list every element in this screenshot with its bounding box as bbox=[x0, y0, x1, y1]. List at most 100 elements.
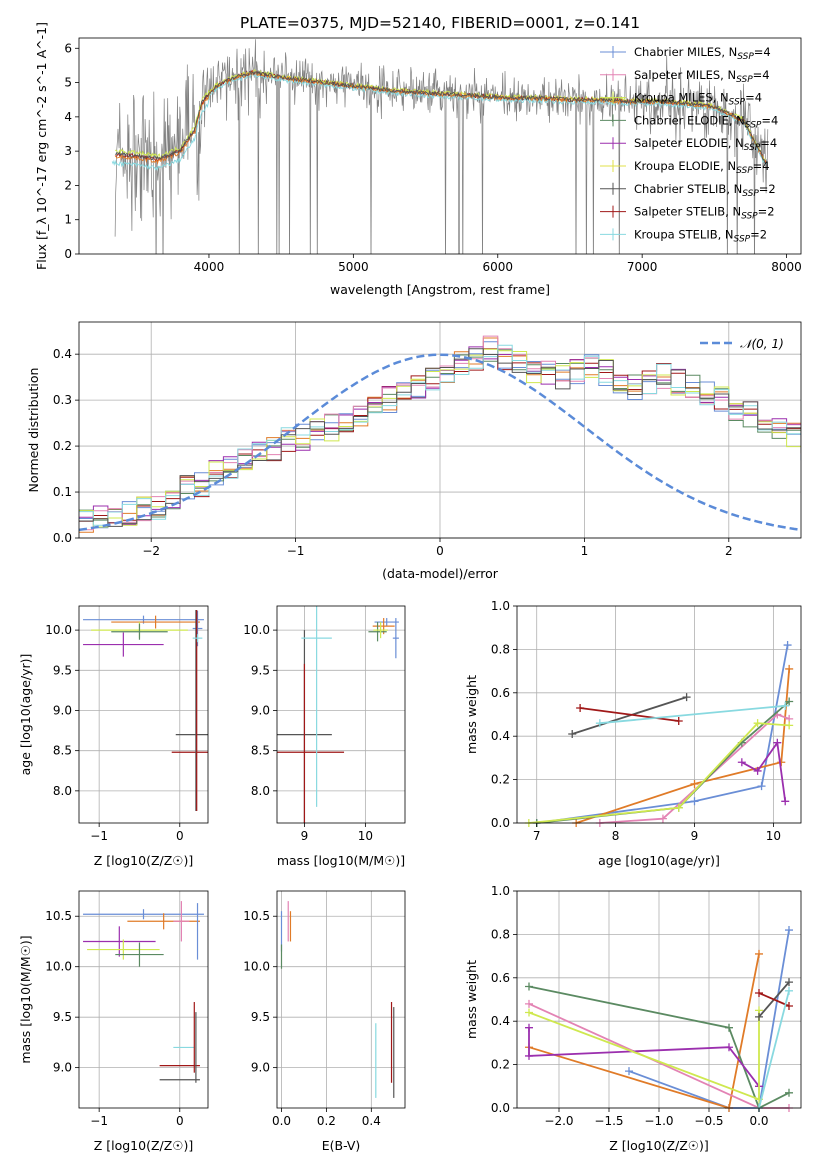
mass-weight-series-line bbox=[599, 704, 786, 725]
axes-frame bbox=[78, 321, 802, 539]
x-axis-label: E(B-V) bbox=[322, 1138, 361, 1153]
x-tick-label: −0.5 bbox=[694, 1114, 723, 1128]
x-tick-label: 10 bbox=[358, 829, 373, 843]
y-tick-label: 0.2 bbox=[53, 439, 72, 453]
residual-histogram-step bbox=[79, 344, 801, 526]
mass-weight-point bbox=[777, 758, 786, 767]
x-axis-label: (data-model)/error bbox=[382, 566, 499, 581]
y-tick-label: 10.5 bbox=[243, 909, 270, 923]
mass-weight-point bbox=[690, 779, 699, 788]
mass_vs_Z-panel: −1 0 9.0 9.5 10.0 10.5 Z [log10(Z/Z☉)] mass [lo… bbox=[18, 890, 209, 1153]
mass-weight-series-line bbox=[528, 722, 790, 824]
mass-weight-point bbox=[595, 719, 604, 728]
mass-weight-point bbox=[757, 782, 766, 791]
y-tick-label: 0.8 bbox=[491, 927, 510, 941]
y-tick-label: 0.6 bbox=[491, 686, 510, 700]
mass-weight-point bbox=[755, 949, 763, 958]
y-tick-label: 0.4 bbox=[491, 729, 510, 743]
x-axis-label: age [log10(age/yr)] bbox=[598, 853, 720, 868]
mass-weight-point bbox=[785, 1002, 793, 1011]
mass_vs_ebv-panel: 0.0 0.2 0.4 9.0 9.5 10.0 10.5 E(B-V) bbox=[243, 890, 406, 1153]
x-tick-label: 7 bbox=[533, 829, 541, 843]
y-axis-label: Flux [f_λ 10^-17 erg cm^-2 s^-1 A^-1] bbox=[34, 22, 49, 270]
mass-weight-point bbox=[674, 717, 683, 726]
x-tick-label: 8000 bbox=[771, 260, 802, 274]
y-tick-label: 9.0 bbox=[53, 703, 72, 717]
y-axis-label: mass [log10(M/M☉)] bbox=[18, 935, 33, 1063]
y-axis-label: Normed distribution bbox=[26, 368, 41, 493]
x-tick-label: −2.0 bbox=[544, 1114, 573, 1128]
mass-weight-point bbox=[725, 1043, 733, 1052]
legend-entry: Kroupa MILES, NSSP=4 bbox=[634, 91, 762, 108]
mass-weight-point bbox=[658, 814, 667, 823]
legend-entry: Salpeter STELIB, NSSP=2 bbox=[634, 205, 775, 222]
y-tick-label: 9.5 bbox=[251, 663, 270, 677]
y-tick-label: 4 bbox=[64, 110, 72, 124]
mass-weight-point bbox=[783, 641, 792, 650]
figure-title: PLATE=0375, MJD=52140, FIBERID=0001, z=0… bbox=[240, 14, 640, 32]
y-tick-label: 0.4 bbox=[491, 1014, 510, 1028]
x-tick-label: 10 bbox=[766, 829, 781, 843]
massweight_vs_Z-panel: −2.0 −1.5 −1.0 −0.5 0.0 0.0 0.2 0.4 0.6 0.8 1.0 Z [… bbox=[464, 884, 802, 1153]
mass-weight-point bbox=[753, 766, 762, 775]
mass-weight-point bbox=[785, 664, 794, 673]
legend-entry: Kroupa ELODIE, NSSP=4 bbox=[634, 159, 770, 176]
y-tick-label: 0.3 bbox=[53, 393, 72, 407]
y-tick-label: 0.0 bbox=[491, 1101, 510, 1115]
mass-weight-series-line bbox=[599, 713, 790, 824]
x-tick-label: 0.4 bbox=[362, 1114, 381, 1128]
x-tick-label: 9 bbox=[301, 829, 309, 843]
mass-weight-point bbox=[525, 982, 533, 991]
y-tick-label: 3 bbox=[64, 144, 72, 158]
x-axis-label: Z [log10(Z/Z☉)] bbox=[94, 1138, 194, 1153]
spectrum-plot-area bbox=[111, 39, 769, 254]
mass-weight-point bbox=[525, 1051, 533, 1060]
data-spectrum-line bbox=[114, 39, 769, 254]
age_vs_Z-plot-area bbox=[83, 610, 208, 811]
x-tick-label: 0.2 bbox=[317, 1114, 336, 1128]
axes-frame bbox=[516, 605, 802, 824]
residual-histogram-step bbox=[79, 348, 801, 528]
mass-weight-point bbox=[625, 1067, 633, 1076]
y-tick-label: 9.5 bbox=[53, 1010, 72, 1024]
x-axis-label: mass [log10(M/M☉)] bbox=[277, 853, 405, 868]
legend-entry: Chabrier MILES, NSSP=4 bbox=[634, 45, 771, 62]
x-tick-label: 0 bbox=[176, 1114, 184, 1128]
y-tick-label: 0.0 bbox=[53, 531, 72, 545]
x-tick-label: 9 bbox=[691, 829, 699, 843]
mass-weight-point bbox=[525, 1023, 533, 1032]
mass_vs_Z-plot-area bbox=[83, 901, 204, 1083]
x-tick-label: −1 bbox=[287, 544, 305, 558]
mass-weight-point bbox=[785, 721, 794, 730]
mass-weight-point bbox=[781, 701, 790, 710]
x-tick-label: −2 bbox=[142, 544, 160, 558]
x-tick-label: −1 bbox=[90, 1114, 108, 1128]
mass-weight-point bbox=[525, 999, 533, 1008]
legend-entry: 𝒩(0, 1) bbox=[740, 337, 784, 351]
mass-weight-series-line bbox=[571, 696, 687, 735]
kroupa-miles-model-line bbox=[115, 68, 767, 162]
mass-weight-point bbox=[753, 719, 762, 728]
massweight_vs_age-plot-area bbox=[524, 641, 794, 827]
mass-weight-series-line bbox=[575, 668, 791, 824]
axes-frame bbox=[516, 890, 802, 1109]
axes-frame bbox=[78, 37, 802, 255]
mass-weight-series-line bbox=[758, 990, 790, 1109]
y-tick-label: 10.0 bbox=[45, 960, 72, 974]
mass-weight-point bbox=[725, 1023, 733, 1032]
x-tick-label: 0 bbox=[436, 544, 444, 558]
x-tick-label: 0.0 bbox=[272, 1114, 291, 1128]
y-tick-label: 8.5 bbox=[251, 744, 270, 758]
residuals-panel: −2 −1 0 1 2 0.0 0.1 0.2 0.3 0.4 (data-model)/error… bbox=[26, 321, 802, 581]
legend-entry: Salpeter MILES, NSSP=4 bbox=[634, 68, 770, 85]
mass-weight-point bbox=[568, 730, 577, 739]
y-tick-label: 1.0 bbox=[491, 599, 510, 613]
y-tick-label: 9.0 bbox=[53, 1061, 72, 1075]
residual-histogram-step bbox=[79, 335, 801, 531]
mass-weight-series-line bbox=[528, 953, 760, 1110]
age_vs_mass-panel: 9 10 8.0 8.5 9.0 9.5 10.0 mass [log10(M/M☉)] bbox=[243, 605, 406, 868]
y-axis-label: mass weight bbox=[464, 675, 479, 754]
y-tick-label: 10.5 bbox=[45, 909, 72, 923]
residual-histogram-step bbox=[79, 348, 801, 527]
x-tick-label: −1.5 bbox=[594, 1114, 623, 1128]
